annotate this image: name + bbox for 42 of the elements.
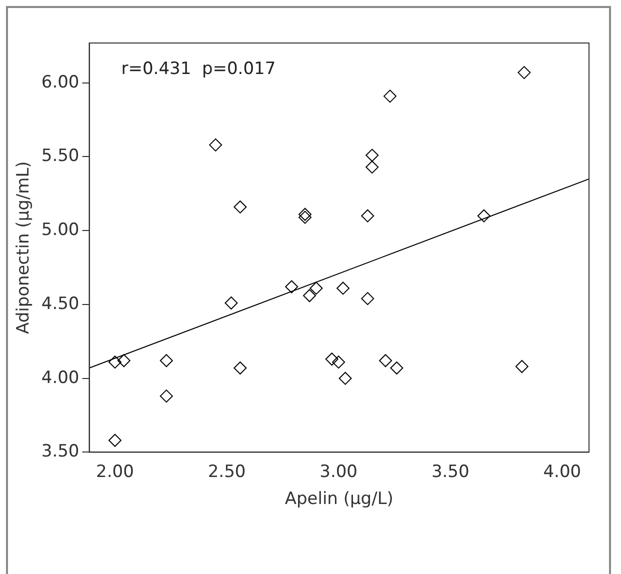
point [332, 356, 346, 369]
point [361, 292, 374, 306]
y-axis-title: Adiponectin (μg/mL) [14, 161, 34, 334]
y-tick-label: 6.00 [41, 72, 80, 92]
x-tick-label: 4.00 [543, 462, 582, 482]
point [379, 354, 392, 368]
point [515, 360, 528, 374]
y-tick-label: 5.00 [41, 220, 80, 240]
y-tick-label: 5.50 [41, 146, 80, 166]
point [209, 138, 222, 152]
point [477, 209, 490, 222]
point [117, 354, 130, 368]
point [303, 289, 316, 302]
point [298, 208, 312, 221]
point [336, 282, 350, 295]
point [108, 356, 122, 369]
point [325, 352, 338, 366]
point [366, 148, 379, 162]
point [234, 361, 247, 374]
point [383, 90, 396, 103]
point [390, 361, 404, 374]
x-tick-label: 3.50 [431, 462, 470, 482]
point [285, 280, 298, 294]
point [518, 66, 531, 80]
x-tick-label: 2.00 [96, 462, 134, 482]
point [234, 200, 247, 214]
point [366, 160, 379, 174]
y-tick-label: 3.50 [41, 442, 80, 462]
x-tick-label: 3.00 [320, 462, 358, 482]
point [108, 434, 122, 447]
point [310, 282, 323, 295]
point [338, 372, 352, 385]
y-tick-label: 4.00 [41, 368, 80, 388]
point [224, 296, 238, 310]
point [361, 209, 374, 222]
point [160, 354, 173, 368]
point [160, 390, 173, 403]
y-tick-label: 4.50 [41, 294, 80, 314]
point [298, 210, 312, 224]
x-tick-label: 2.50 [208, 462, 246, 482]
annotation: r=0.431 p=0.017 [121, 58, 276, 79]
x-axis-title: Apelin (μg/L) [284, 489, 394, 510]
